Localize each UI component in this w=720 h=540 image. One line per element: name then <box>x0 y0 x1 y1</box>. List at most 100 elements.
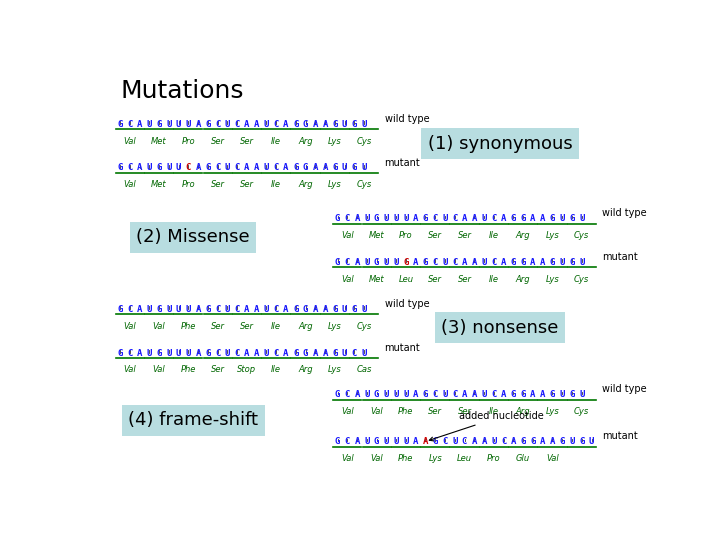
Text: Lys: Lys <box>328 366 342 374</box>
Text: Pro: Pro <box>181 137 195 146</box>
Text: U: U <box>147 164 152 172</box>
Text: G: G <box>374 437 379 446</box>
Text: C: C <box>274 120 279 129</box>
Text: A: A <box>472 437 477 446</box>
Text: G: G <box>351 120 357 129</box>
Text: Cys: Cys <box>356 180 372 190</box>
Text: U: U <box>186 305 191 314</box>
Text: C: C <box>351 348 357 357</box>
Text: Lys: Lys <box>546 231 559 240</box>
Text: G: G <box>293 164 299 172</box>
Text: Ser: Ser <box>240 180 254 190</box>
Text: U: U <box>482 258 487 267</box>
Text: Ser: Ser <box>211 137 225 146</box>
Text: U: U <box>403 390 409 399</box>
Text: A: A <box>195 305 201 314</box>
Text: Ile: Ile <box>271 137 282 146</box>
Text: U: U <box>225 305 230 314</box>
Text: U: U <box>361 348 366 357</box>
Text: G: G <box>303 305 308 314</box>
Text: U: U <box>264 305 269 314</box>
Text: U: U <box>442 214 448 223</box>
Text: Ser: Ser <box>457 407 472 416</box>
Text: Phe: Phe <box>181 322 196 331</box>
Text: Val: Val <box>123 366 136 374</box>
Text: A: A <box>413 437 418 446</box>
Text: wild type: wild type <box>384 299 429 309</box>
Text: G: G <box>521 214 526 223</box>
Text: (4) frame-shift: (4) frame-shift <box>128 411 258 429</box>
Text: C: C <box>345 390 350 399</box>
Text: A: A <box>283 305 289 314</box>
Text: U: U <box>166 164 171 172</box>
Text: Lys: Lys <box>428 454 442 463</box>
Text: G: G <box>156 348 162 357</box>
Text: U: U <box>361 164 366 172</box>
Text: A: A <box>312 164 318 172</box>
Text: U: U <box>225 164 230 172</box>
Text: U: U <box>403 214 409 223</box>
Text: U: U <box>342 120 347 129</box>
Text: G: G <box>156 305 162 314</box>
Text: A: A <box>550 437 555 446</box>
Text: Phe: Phe <box>398 454 414 463</box>
Text: U: U <box>442 258 448 267</box>
Text: Lys: Lys <box>328 137 342 146</box>
Text: G: G <box>510 214 516 223</box>
Text: G: G <box>117 348 122 357</box>
Text: G: G <box>570 214 575 223</box>
Text: Val: Val <box>123 180 136 190</box>
Text: G: G <box>205 120 210 129</box>
Text: G: G <box>351 164 357 172</box>
Text: U: U <box>147 348 152 357</box>
Text: A: A <box>472 258 477 267</box>
Text: A: A <box>510 437 516 446</box>
Text: (3) nonsense: (3) nonsense <box>441 319 559 336</box>
Text: G: G <box>293 348 299 357</box>
Text: A: A <box>413 214 418 223</box>
Text: C: C <box>186 164 191 172</box>
Text: C: C <box>274 305 279 314</box>
Text: G: G <box>156 164 162 172</box>
Text: A: A <box>462 258 467 267</box>
Text: U: U <box>384 258 389 267</box>
Text: A: A <box>354 390 360 399</box>
Text: C: C <box>442 437 448 446</box>
Text: Ile: Ile <box>271 366 282 374</box>
Text: Ser: Ser <box>428 275 442 284</box>
Text: A: A <box>323 164 328 172</box>
Text: G: G <box>521 390 526 399</box>
Text: A: A <box>323 120 328 129</box>
Text: U: U <box>225 120 230 129</box>
Text: U: U <box>394 214 399 223</box>
Text: Cys: Cys <box>574 275 590 284</box>
Text: C: C <box>433 214 438 223</box>
Text: Pro: Pro <box>399 231 413 240</box>
Text: G: G <box>423 390 428 399</box>
Text: G: G <box>570 390 575 399</box>
Text: A: A <box>540 390 545 399</box>
Text: U: U <box>559 214 565 223</box>
Text: A: A <box>540 214 545 223</box>
Text: U: U <box>176 164 181 172</box>
Text: Val: Val <box>153 322 166 331</box>
Text: Val: Val <box>153 366 166 374</box>
Text: Cys: Cys <box>356 322 372 331</box>
Text: U: U <box>186 348 191 357</box>
Text: Lys: Lys <box>546 275 559 284</box>
Text: U: U <box>559 258 565 267</box>
Text: U: U <box>166 348 171 357</box>
Text: G: G <box>351 305 357 314</box>
Text: C: C <box>215 348 220 357</box>
Text: G: G <box>303 348 308 357</box>
Text: A: A <box>501 214 506 223</box>
Text: U: U <box>559 390 565 399</box>
Text: U: U <box>364 390 369 399</box>
Text: U: U <box>361 305 366 314</box>
Text: A: A <box>413 258 418 267</box>
Text: wild type: wild type <box>384 114 429 124</box>
Text: C: C <box>215 164 220 172</box>
Text: A: A <box>195 348 201 357</box>
Text: C: C <box>452 258 457 267</box>
Text: Ser: Ser <box>211 180 225 190</box>
